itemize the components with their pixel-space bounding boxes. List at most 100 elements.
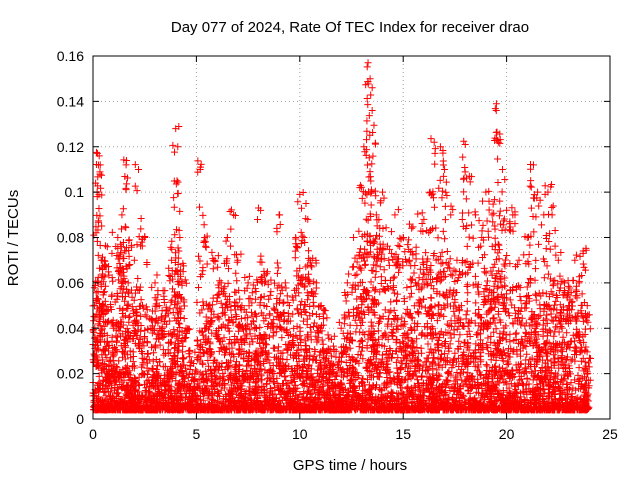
data-point xyxy=(318,377,326,385)
data-point xyxy=(463,307,471,315)
data-point xyxy=(581,358,589,366)
data-point xyxy=(535,313,543,321)
data-points xyxy=(89,59,594,414)
data-point xyxy=(512,329,520,337)
data-point xyxy=(536,301,544,309)
data-point xyxy=(108,228,116,236)
data-point xyxy=(406,293,414,301)
data-point xyxy=(138,354,146,362)
data-point xyxy=(381,306,389,314)
data-point xyxy=(281,373,289,381)
data-point xyxy=(463,297,471,305)
data-point xyxy=(435,371,443,379)
data-point xyxy=(166,317,174,325)
data-point xyxy=(359,329,367,337)
data-point xyxy=(395,268,403,276)
data-point xyxy=(274,343,282,351)
data-point xyxy=(346,321,354,329)
data-point xyxy=(415,274,423,282)
data-point xyxy=(516,292,524,300)
data-point xyxy=(405,371,413,379)
data-point xyxy=(372,268,380,276)
data-point xyxy=(353,270,361,278)
data-point xyxy=(385,261,393,269)
data-point xyxy=(471,272,479,280)
data-point xyxy=(403,284,411,292)
data-point xyxy=(463,242,471,250)
data-point xyxy=(387,388,395,396)
data-point xyxy=(531,373,539,381)
data-point xyxy=(458,376,466,384)
data-point xyxy=(464,289,472,297)
data-point xyxy=(267,276,275,284)
data-point xyxy=(484,334,492,342)
data-point xyxy=(307,328,315,336)
data-point xyxy=(276,290,284,298)
data-point xyxy=(447,334,455,342)
data-point xyxy=(292,292,300,300)
data-point xyxy=(414,210,422,218)
data-point xyxy=(351,272,359,280)
data-point xyxy=(206,352,214,360)
data-point xyxy=(339,350,347,358)
data-point xyxy=(493,346,501,354)
data-point xyxy=(165,264,173,272)
chart-title: Day 077 of 2024, Rate Of TEC Index for r… xyxy=(171,19,529,36)
data-point xyxy=(438,350,446,358)
data-point xyxy=(444,264,452,272)
data-point xyxy=(145,356,153,364)
data-point xyxy=(165,272,173,280)
data-point xyxy=(542,367,550,375)
data-point xyxy=(575,364,583,372)
data-point xyxy=(160,292,168,300)
data-point xyxy=(90,301,98,309)
data-point xyxy=(180,314,188,322)
data-point xyxy=(316,302,324,310)
data-point xyxy=(412,243,420,251)
data-point xyxy=(151,342,159,350)
data-point xyxy=(267,288,275,296)
data-point xyxy=(377,273,385,281)
data-point xyxy=(531,290,539,298)
data-point xyxy=(371,273,379,281)
data-point xyxy=(578,290,586,298)
data-point xyxy=(129,358,137,366)
data-point xyxy=(428,335,436,343)
data-point xyxy=(536,311,544,319)
data-point xyxy=(391,312,399,320)
data-point xyxy=(441,350,449,358)
data-point xyxy=(390,273,398,281)
data-point xyxy=(550,332,558,340)
data-point xyxy=(416,265,424,273)
data-point xyxy=(505,353,513,361)
data-point xyxy=(323,314,331,322)
data-point xyxy=(361,260,369,268)
data-point xyxy=(419,276,427,284)
data-point xyxy=(559,333,567,341)
data-point xyxy=(452,267,460,275)
data-point xyxy=(410,269,418,277)
data-point xyxy=(315,303,323,311)
data-point xyxy=(516,284,524,292)
data-point xyxy=(491,362,499,370)
data-point xyxy=(217,299,225,307)
data-point xyxy=(423,281,431,289)
data-point xyxy=(161,287,169,295)
data-point xyxy=(103,243,111,251)
data-point xyxy=(397,364,405,372)
data-point xyxy=(269,332,277,340)
data-point xyxy=(320,306,328,314)
data-point xyxy=(448,292,456,300)
data-point xyxy=(169,285,177,293)
grid-lines xyxy=(93,56,610,419)
data-point xyxy=(394,326,402,334)
data-point xyxy=(533,381,541,389)
data-point xyxy=(564,282,572,290)
data-point xyxy=(300,317,308,325)
data-point xyxy=(387,298,395,306)
data-point xyxy=(463,257,471,265)
data-point xyxy=(350,263,358,271)
data-point xyxy=(141,326,149,334)
data-point xyxy=(124,351,132,359)
data-point xyxy=(427,345,435,353)
